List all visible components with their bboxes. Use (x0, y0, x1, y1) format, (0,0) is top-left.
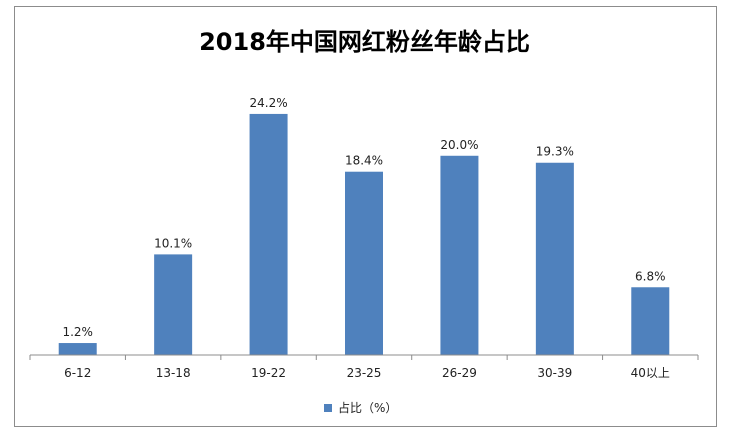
x-tick-label: 13-18 (156, 366, 191, 380)
legend-swatch (324, 403, 332, 412)
bar-40以上 (631, 287, 670, 355)
x-tick-label: 19-22 (251, 366, 286, 380)
data-label-40以上: 6.8% (635, 269, 666, 283)
bar-26-29 (440, 155, 479, 355)
bar-13-18 (154, 254, 193, 355)
data-label-6-12: 1.2% (62, 325, 93, 339)
data-label-13-18: 10.1% (154, 236, 192, 250)
data-label-26-29: 20.0% (440, 138, 478, 152)
x-tick-label: 26-29 (442, 366, 477, 380)
x-tick-label: 23-25 (347, 366, 382, 380)
bar-30-39 (535, 162, 574, 355)
bar-19-22 (249, 113, 288, 355)
legend: 占比（%） (324, 399, 397, 416)
x-tick-label: 30-39 (537, 366, 572, 380)
bar-23-25 (345, 171, 383, 355)
data-label-19-22: 24.2% (250, 96, 288, 110)
data-label-30-39: 19.3% (536, 145, 574, 159)
chart-title: 2018年中国网红粉丝年龄占比 (199, 28, 530, 56)
data-label-23-25: 18.4% (345, 154, 383, 168)
x-tick-label: 6-12 (64, 366, 91, 380)
legend-label: 占比（%） (338, 401, 398, 415)
bar-6-12 (58, 343, 97, 355)
x-tick-label: 40以上 (631, 366, 670, 380)
